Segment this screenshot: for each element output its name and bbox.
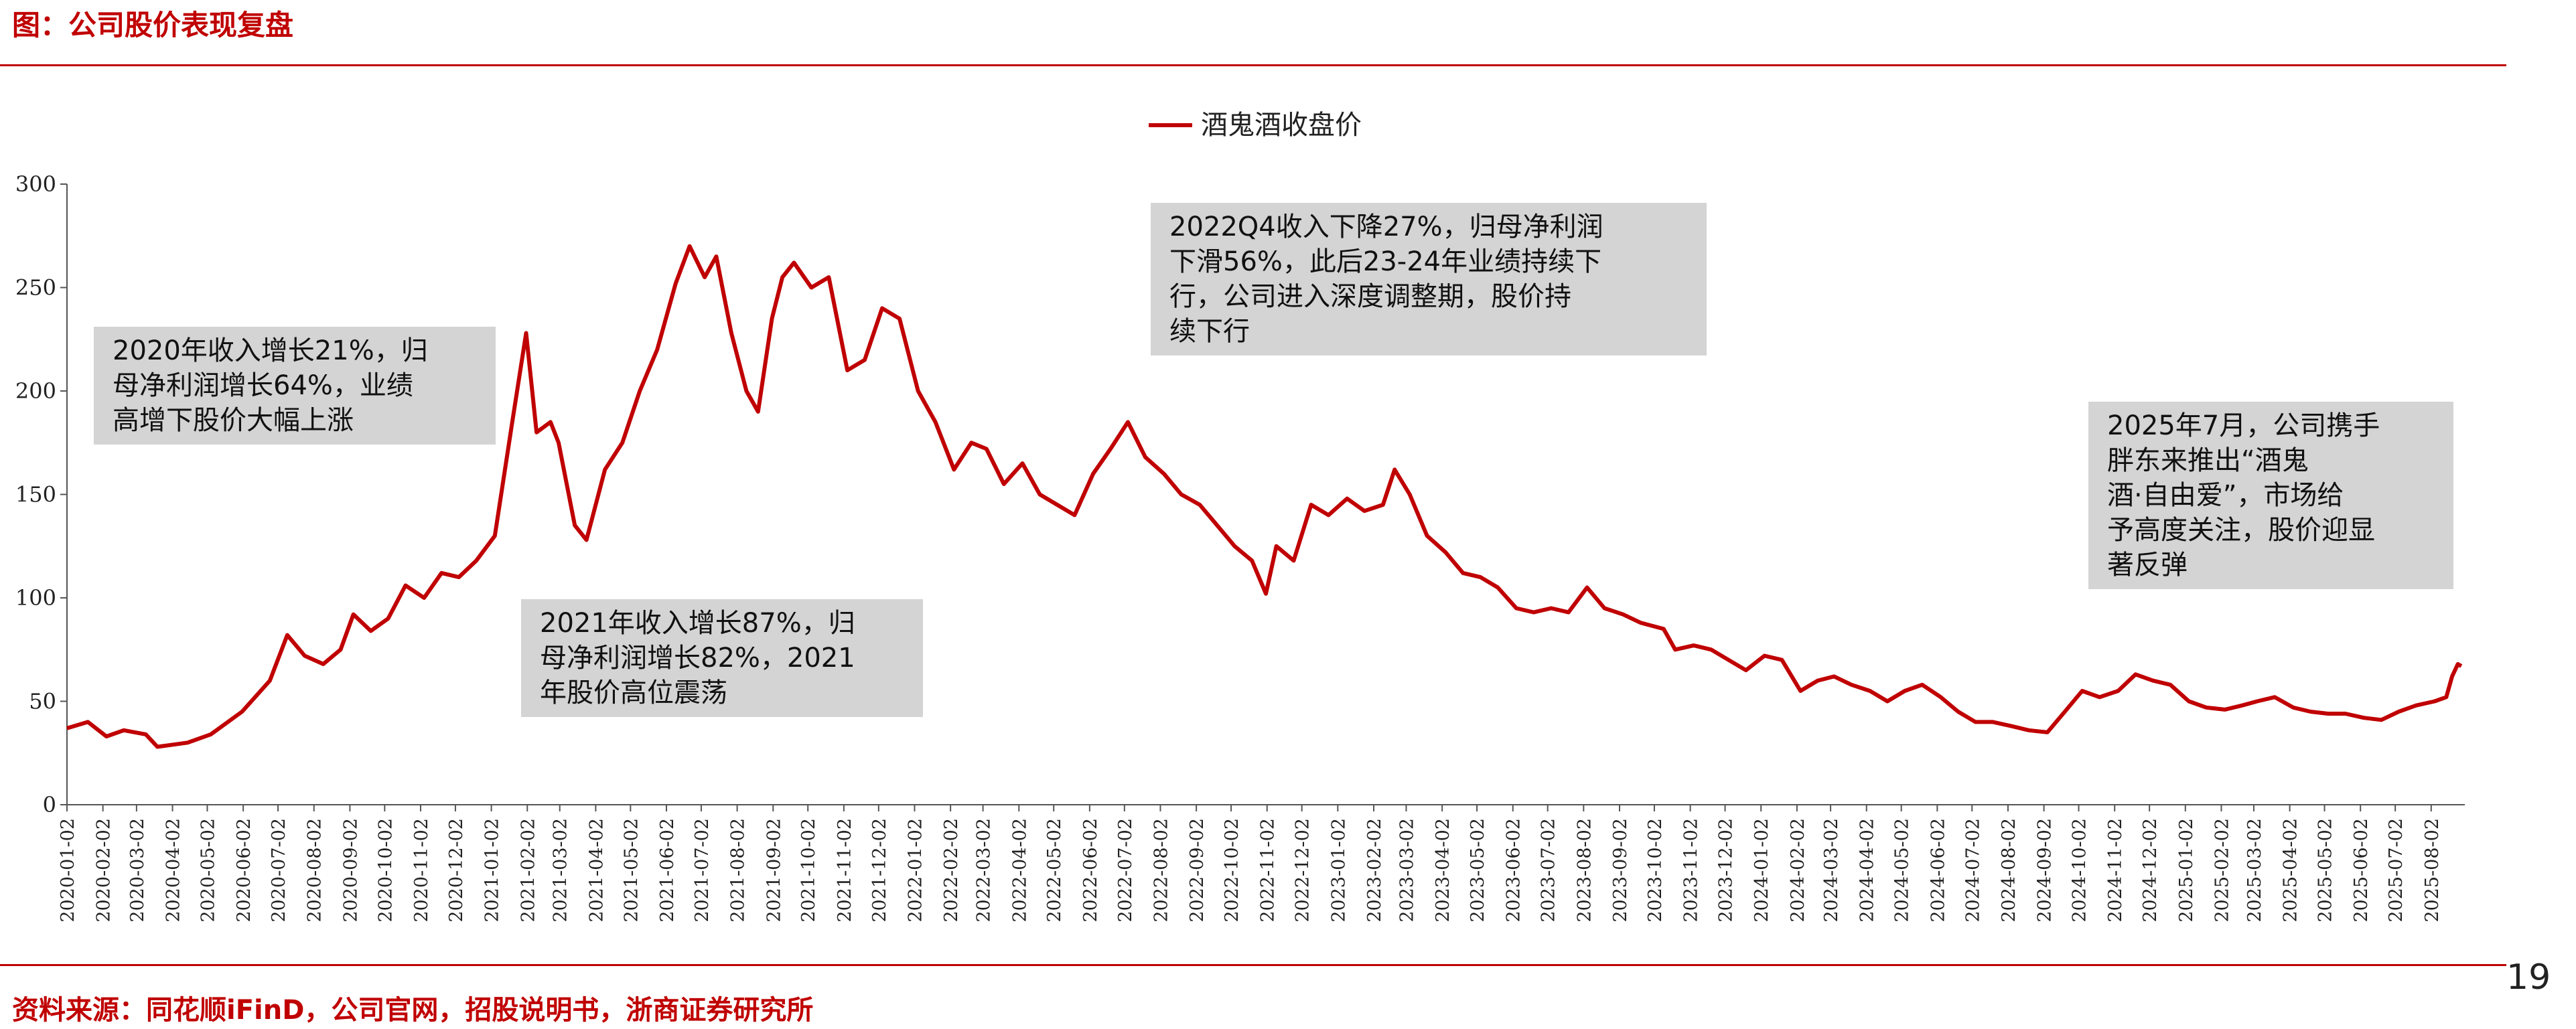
x-tick-label: 2022-09-02 [1187,818,1208,923]
price-line [66,244,2463,749]
y-tick-label: 50 [29,689,56,714]
x-tick-label: 2023-05-02 [1468,818,1488,923]
x-tick-label: 2024-02-02 [1788,818,1808,923]
x-tick-label: 2021-11-02 [835,818,855,923]
y-tick-label: 250 [15,275,56,301]
x-tick-label: 2024-05-02 [1892,818,1913,923]
x-tick-label: 2021-10-02 [798,818,819,923]
x-tick-label: 2020-04-02 [163,818,184,923]
x-tick-label: 2021-12-02 [869,818,890,923]
x-tick-label: 2020-06-02 [234,818,255,923]
x-tick-label: 2021-06-02 [657,818,678,923]
x-tick-label: 2024-07-02 [1962,818,1983,923]
source-note: 资料来源：同花顺iFinD，公司官网，招股说明书，浙商证券研究所 [12,995,814,1026]
x-tick-label: 2021-03-02 [551,818,571,923]
x-tick-label: 2021-05-02 [621,818,642,923]
x-tick-label: 2025-02-02 [2212,818,2232,923]
x-tick-label: 2022-01-02 [905,818,926,923]
legend-label: 酒鬼酒收盘价 [1201,110,1362,141]
x-tick-label: 2023-09-02 [1610,818,1631,923]
x-tick-label: 2021-07-02 [692,818,713,923]
header-divider [0,64,2506,66]
x-tick-label: 2021-09-02 [764,818,784,923]
x-tick-label: 2023-06-02 [1504,818,1524,923]
x-tick-label: 2024-08-02 [1999,818,2019,923]
x-tick-label: 2021-08-02 [728,818,749,923]
x-tick-label: 2022-06-02 [1080,818,1101,923]
x-tick-label: 2023-04-02 [1433,818,1453,923]
x-tick-label: 2024-04-02 [1857,818,1878,923]
x-tick-label: 2022-07-02 [1115,818,1136,923]
x-tick-label: 2022-11-02 [1258,818,1279,923]
x-tick-label: 2021-04-02 [586,818,607,923]
x-tick-label: 2023-08-02 [1574,818,1595,923]
y-tick-label: 300 [15,171,56,197]
x-tick-label: 2024-03-02 [1821,818,1842,923]
x-tick-label: 2023-07-02 [1539,818,1559,923]
x-tick-label: 2020-03-02 [127,818,148,923]
x-tick-label: 2025-05-02 [2315,818,2336,923]
annotation-2021: 2021年收入增长87%，归 母净利润增长82%，2021 年股价高位震荡 [521,599,923,717]
x-tick-label: 2021-01-02 [482,818,503,923]
x-tick-label: 2020-11-02 [411,818,432,923]
x-tick-label: 2025-01-02 [2176,818,2197,923]
legend: 酒鬼酒收盘价 [1149,110,1362,141]
x-axis: 2020-01-02 2020-02-02 2020-03-02 2020-04-02… [58,804,2465,923]
x-tick-label: 2023-03-02 [1397,818,1417,923]
x-tick-label: 2020-10-02 [375,818,396,923]
x-tick-label: 2020-02-02 [94,818,115,923]
x-tick-label: 2023-02-02 [1364,818,1385,923]
x-tick-label: 2024-11-02 [2105,818,2126,923]
x-tick-label: 2020-01-02 [58,818,78,923]
y-tick-label: 0 [43,792,56,817]
annotation-2022q4: 2022Q4收入下降27%，归母净利润 下滑56%，此后23-24年业绩持续下 … [1151,203,1707,355]
x-tick-label: 2022-10-02 [1222,818,1242,923]
x-tick-label: 2020-08-02 [305,818,326,923]
x-tick-label: 2021-02-02 [518,818,539,923]
y-tick-label: 150 [15,482,56,507]
page-title: 图：公司股价表现复盘 [12,9,294,42]
x-tick-label: 2022-03-02 [974,818,995,923]
x-tick-label: 2024-01-02 [1751,818,1772,923]
x-tick-label: 2025-07-02 [2386,818,2407,923]
x-tick-label: 2020-12-02 [446,818,467,923]
x-tick-label: 2023-01-02 [1328,818,1349,923]
x-tick-label: 2023-10-02 [1645,818,1666,923]
x-tick-label: 2023-11-02 [1681,818,1702,923]
x-tick-label: 2025-04-02 [2281,818,2301,923]
x-tick-label: 2025-03-02 [2244,818,2265,923]
x-tick-label: 2024-06-02 [1928,818,1948,923]
x-tick-label: 2020-09-02 [340,818,361,923]
x-tick-label: 2022-02-02 [941,818,962,923]
annotation-2025-07: 2025年7月，公司携手 胖东来推出“酒鬼 酒·自由爱”，市场给 予高度关注，股… [2088,402,2453,589]
page-number: 19 [2506,957,2551,998]
y-tick-label: 100 [15,585,56,611]
x-tick-label: 2024-12-02 [2140,818,2161,923]
x-tick-label: 2022-08-02 [1151,818,1171,923]
x-tick-label: 2022-05-02 [1044,818,1065,923]
x-tick-label: 2020-07-02 [269,818,289,923]
annotation-2020: 2020年收入增长21%，归 母净利润增长64%，业绩 高增下股价大幅上涨 [94,327,496,445]
x-tick-label: 2024-09-02 [2035,818,2056,923]
x-tick-label: 2023-12-02 [1716,818,1737,923]
x-tick-label: 2022-04-02 [1009,818,1030,923]
y-tick-label: 200 [15,378,56,404]
x-tick-label: 2025-08-02 [2422,818,2443,923]
y-axis: 0 50 100 150 200 250 300 [15,171,68,817]
x-tick-label: 2022-12-02 [1293,818,1313,923]
footer-divider [0,964,2506,966]
x-tick-label: 2024-10-02 [2070,818,2090,923]
x-tick-label: 2020-05-02 [198,818,218,923]
x-tick-label: 2025-06-02 [2351,818,2372,923]
